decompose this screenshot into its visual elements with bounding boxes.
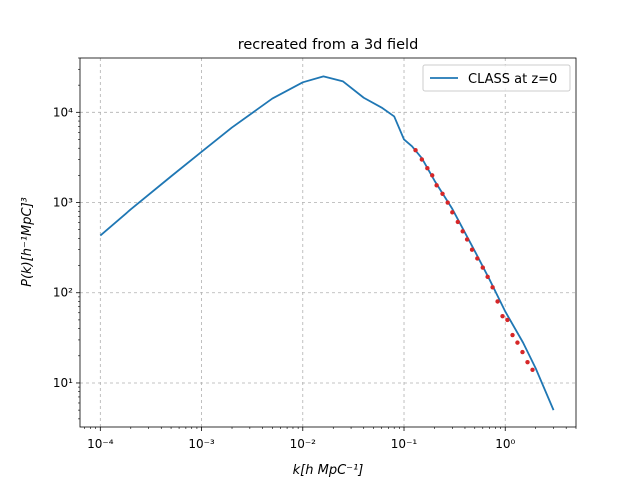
scatter-point [434, 183, 439, 188]
series-line-class-z0 [99, 75, 555, 411]
scatter-point [455, 219, 461, 225]
series-layer [99, 75, 555, 411]
scatter-point [490, 285, 495, 290]
y-tick-label: 10² [53, 286, 73, 300]
chart-title: recreated from a 3d field [238, 37, 419, 53]
scatter-point [413, 148, 418, 153]
scatter-point [445, 200, 450, 205]
scatter-point [469, 247, 475, 252]
scatter-point [495, 299, 500, 304]
scatter-point [530, 367, 535, 372]
scatter-point [430, 173, 435, 178]
scatter-point [419, 157, 425, 162]
scatter-point [505, 317, 510, 323]
x-tick-label: 10⁻² [290, 437, 317, 451]
x-tick-label: 10⁻³ [188, 437, 215, 451]
y-tick-label: 10⁴ [53, 105, 73, 119]
plot-frame [79, 57, 577, 428]
x-tick-label: 10⁻⁴ [87, 437, 114, 451]
legend-label: CLASS at z=0 [468, 72, 557, 87]
y-axis-label: P(k)[h⁻¹MpC]³ [20, 197, 35, 287]
y-tick-label: 10³ [53, 196, 73, 210]
scatter-point [510, 332, 515, 338]
scatter-point [485, 274, 490, 280]
y-tick-label: 10¹ [53, 376, 73, 390]
x-axis-label: k[h MpC⁻¹] [293, 463, 364, 478]
legend: CLASS at z=0 [422, 64, 571, 92]
scatter-point [460, 229, 465, 234]
scatter-point [464, 237, 470, 242]
scatter-point [500, 313, 505, 319]
grid [80, 58, 576, 427]
scatter-point [480, 265, 485, 270]
scatter-point [440, 191, 445, 196]
scatter-point [475, 256, 480, 261]
x-tick-label: 10⁻¹ [391, 437, 418, 451]
scatter-point [450, 210, 455, 215]
legend-box [422, 64, 571, 92]
scatter-point [425, 166, 430, 171]
scatter-point [520, 349, 525, 355]
scatter-point [515, 340, 520, 345]
ticks: 10⁻⁴ 10⁻³ 10⁻² 10⁻¹ 10⁰ 10¹ 10² 10³ 10⁴ [53, 57, 577, 451]
x-tick-label: 10⁰ [495, 437, 515, 451]
scatter-point [525, 359, 530, 365]
